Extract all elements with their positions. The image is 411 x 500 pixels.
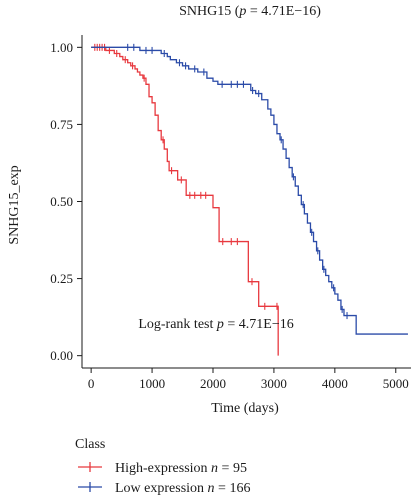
survival-curve-high-expression [91,46,279,356]
x-axis-ticks: 0 1000 2000 3000 4000 5000 [88,368,409,391]
x-tick-label: 4000 [322,376,348,391]
legend-name-low-expression: Low expression [115,481,208,496]
survival-curves [91,43,408,356]
legend-n-low-expression: n [208,481,215,496]
legend: Class High-expression n = 95 Low express… [75,437,250,496]
y-axis-ticks: 0.00 0.25 0.50 0.75 1.00 [50,40,82,363]
log-rank-annotation: Log-rank test p = 4.71E−16 [138,317,293,332]
legend-name-high-expression: High-expression [115,461,211,476]
chart-title-suffix: = 4.71E−16) [246,4,321,19]
y-tick-label: 0.75 [50,117,73,132]
chart-title: SNHG15 (p = 4.71E−16) [179,4,321,19]
x-axis-title: Time (days) [211,401,279,416]
y-tick-label: 0.00 [50,348,73,363]
x-tick-label: 3000 [261,376,287,391]
x-tick-label: 2000 [200,376,226,391]
y-tick-label: 0.50 [50,194,73,209]
x-tick-label: 5000 [383,376,409,391]
legend-count-high-expression: = 95 [218,461,247,476]
y-tick-label: 1.00 [50,40,73,55]
annotation-prefix: Log-rank test [138,317,217,332]
y-tick-label: 0.25 [50,271,73,286]
legend-item-low-expression: Low expression n = 166 [78,481,250,496]
legend-item-high-expression: High-expression n = 95 [78,461,247,476]
legend-label-high-expression: High-expression n = 95 [115,461,247,476]
legend-count-low-expression: = 166 [215,481,251,496]
survival-curve-low-expression [91,46,408,335]
annotation-p: p [216,317,224,332]
legend-title: Class [75,437,105,452]
legend-n-high-expression: n [211,461,218,476]
x-tick-label: 1000 [139,376,165,391]
annotation-suffix: = 4.71E−16 [224,317,294,332]
legend-label-low-expression: Low expression n = 166 [115,481,250,496]
chart-title-p: p [238,4,246,19]
chart-title-prefix: SNHG15 ( [179,4,240,19]
plot-area: 0.00 0.25 0.50 0.75 1.00 0 1000 2000 3000 4000 50… [50,35,411,391]
y-axis-title: SNHG15_exp [7,165,22,244]
x-tick-label: 0 [88,376,95,391]
